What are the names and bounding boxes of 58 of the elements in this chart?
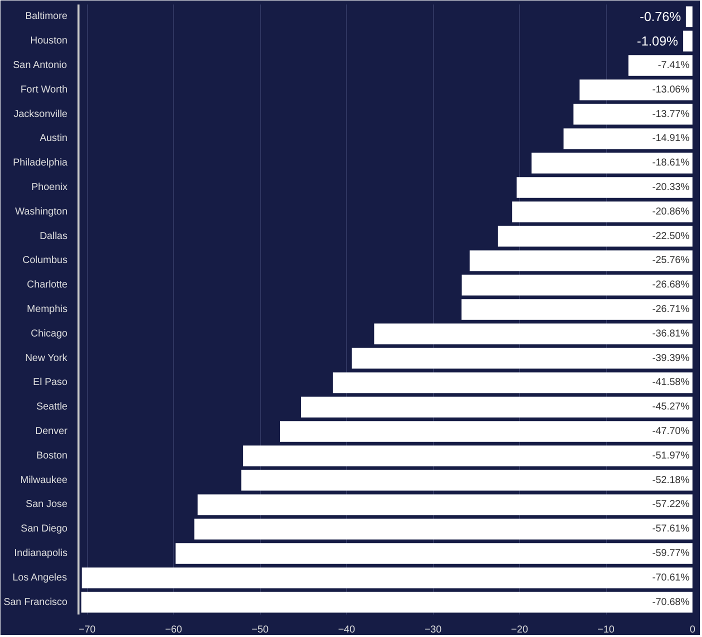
y-tick-label: San Diego	[20, 524, 68, 535]
x-tick-label: 0	[690, 624, 696, 636]
y-tick-label: Baltimore	[25, 11, 68, 22]
y-tick-label: Austin	[40, 133, 68, 144]
y-tick-label: Dallas	[40, 230, 68, 242]
data-label: -36.81%	[652, 328, 690, 340]
y-tick-label: San Antonio	[13, 60, 68, 71]
data-label: -70.61%	[652, 572, 690, 584]
data-label: -20.86%	[652, 206, 690, 218]
data-label: -57.61%	[652, 524, 690, 535]
data-label: -39.39%	[652, 352, 690, 364]
y-tick-label: Indianapolis	[14, 548, 68, 559]
y-tick-label: Boston	[36, 450, 68, 462]
data-label: -13.06%	[652, 84, 690, 96]
y-tick-label: San Jose	[26, 499, 68, 510]
y-tick-label: Fort Worth	[20, 84, 68, 96]
x-tick-label: −60	[165, 624, 183, 636]
y-tick-label: Charlotte	[26, 280, 68, 291]
y-tick-label: Jacksonville	[14, 108, 68, 120]
x-tick-label: −10	[598, 624, 615, 636]
data-label: -59.77%	[652, 548, 690, 559]
data-label: -70.68%	[652, 596, 690, 608]
x-tick-label: −50	[252, 624, 270, 636]
y-tick-label: New York	[25, 352, 68, 364]
y-tick-label: Columbus	[22, 255, 68, 266]
y-tick-label: Memphis	[26, 304, 68, 315]
y-tick-label: El Paso	[33, 377, 68, 388]
x-tick-label: −20	[511, 624, 528, 636]
y-tick-label: Chicago	[30, 328, 68, 340]
y-tick-label: Phoenix	[31, 182, 68, 193]
data-label: -22.50%	[652, 230, 690, 242]
data-label: -26.68%	[652, 280, 690, 291]
y-tick-label: Denver	[35, 426, 68, 437]
data-label: -52.18%	[652, 474, 690, 486]
y-tick-label: Philadelphia	[13, 158, 68, 169]
data-label: -57.22%	[652, 499, 690, 510]
y-tick-label: Houston	[30, 36, 68, 47]
data-label: -25.76%	[652, 255, 690, 266]
y-tick-label: San Francisco	[4, 596, 68, 608]
data-label: -26.71%	[652, 304, 690, 315]
data-label: -13.77%	[652, 108, 690, 120]
y-tick-label: Seattle	[36, 402, 68, 413]
data-label: -51.97%	[652, 450, 690, 462]
x-tick-label: −70	[78, 624, 96, 636]
data-label: -47.70%	[652, 426, 690, 437]
data-label: -20.33%	[652, 182, 690, 193]
y-tick-label: Washington	[15, 206, 68, 218]
data-label: -0.76%	[640, 9, 682, 24]
x-tick-label: −30	[424, 624, 442, 636]
data-label: -14.91%	[652, 133, 690, 144]
data-label: -41.58%	[652, 377, 690, 388]
data-label: -7.41%	[658, 60, 690, 71]
data-label: -1.09%	[636, 34, 679, 49]
x-tick-label: −40	[338, 624, 356, 636]
y-tick-label: Los Angeles	[12, 572, 67, 584]
y-tick-label: Milwaukee	[20, 474, 68, 486]
data-label: -18.61%	[652, 158, 690, 169]
data-label: -45.27%	[652, 402, 690, 413]
